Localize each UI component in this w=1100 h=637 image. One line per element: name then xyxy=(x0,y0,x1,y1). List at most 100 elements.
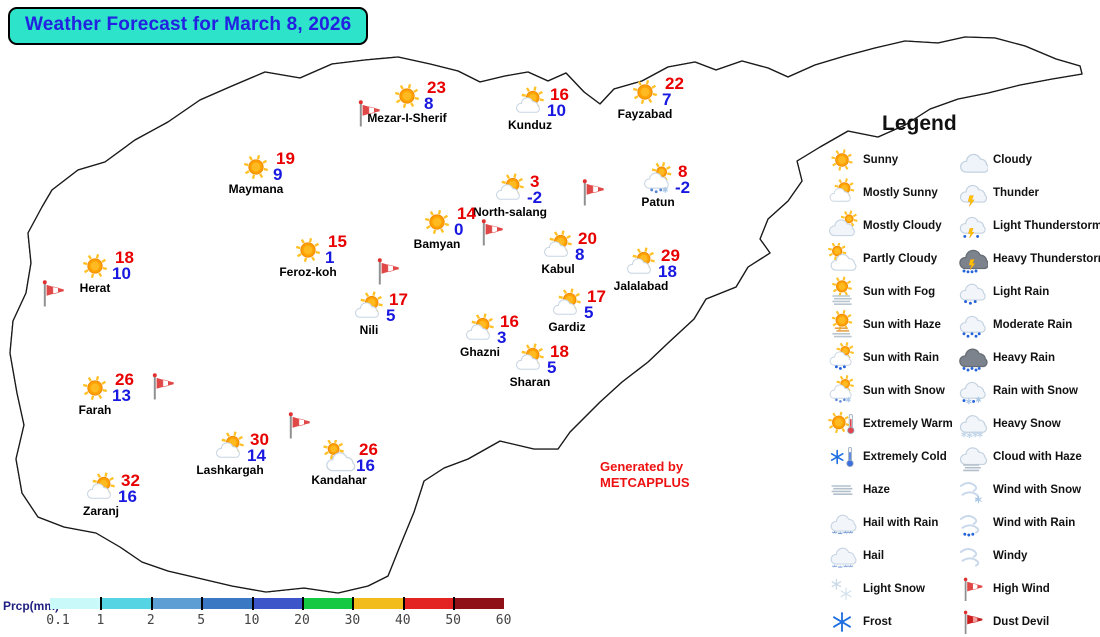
high-temp: 29 xyxy=(661,246,680,265)
dust-devil-icon xyxy=(956,606,988,637)
legend-item-label: Thunder xyxy=(993,186,1039,199)
city-name: Feroz-koh xyxy=(279,265,337,279)
low-temp: 13 xyxy=(112,386,131,405)
colorbar-tick xyxy=(251,597,254,610)
high-temp: 22 xyxy=(665,74,684,93)
city-name: Bamyan xyxy=(413,237,461,251)
legend-grid: Sunny Cloudy Mostly Sunny Thunder Mostly Clo… xyxy=(826,143,1100,637)
extremely-cold-icon xyxy=(826,441,858,473)
high-temp: 20 xyxy=(578,229,597,248)
low-temp: 5 xyxy=(386,306,396,325)
city-name: Farah xyxy=(78,403,112,417)
colorbar-tick-label: 1 xyxy=(96,613,105,628)
precipitation-colorbar: Prcp(mm) 0.1 1 2 5 10 20 30 40 50 60 xyxy=(0,594,540,636)
low-temp: 18 xyxy=(658,262,677,281)
high-temp: 26 xyxy=(359,440,378,459)
low-temp: 1 xyxy=(325,248,335,267)
high-temp: 8 xyxy=(678,162,688,181)
city-name: Patun xyxy=(641,195,675,209)
high-temp: 32 xyxy=(121,471,140,490)
high-temp: 30 xyxy=(250,430,269,449)
colorbar-tick xyxy=(150,597,153,610)
mostly-sunny-icon xyxy=(623,246,659,282)
colorbar-tick-label: 40 xyxy=(394,613,411,628)
sunny-icon xyxy=(627,74,663,110)
high-temp: 14 xyxy=(457,204,476,223)
legend-item-label: Windy xyxy=(993,549,1028,562)
mostly-cloudy-icon xyxy=(826,209,858,242)
city-name: North-salang xyxy=(472,205,547,219)
legend-item-label: Mostly Sunny xyxy=(863,186,938,199)
page-title: Weather Forecast for March 8, 2026 xyxy=(8,7,369,45)
sun-snow-icon xyxy=(826,374,858,407)
mostly-sunny-icon xyxy=(492,172,528,208)
city-name: Zaranj xyxy=(82,504,119,518)
legend-item-label: Light Snow xyxy=(863,582,925,595)
credit-text: Generated by METCAPPLUS xyxy=(600,459,690,491)
colorbar-segment xyxy=(50,598,101,609)
low-temp: 14 xyxy=(247,446,266,465)
high-temp: 23 xyxy=(427,78,446,97)
colorbar-segment xyxy=(453,598,504,609)
frost-icon xyxy=(826,606,858,637)
wind-rain-icon xyxy=(956,507,988,539)
legend-item-label: Heavy Rain xyxy=(993,351,1056,364)
colorbar-tick-label: 10 xyxy=(243,613,260,628)
haze-icon xyxy=(826,474,858,506)
colorbar-segment xyxy=(100,598,151,609)
sun-rain-icon xyxy=(826,341,858,374)
colorbar-tick xyxy=(402,597,405,610)
city-name: Jalalabad xyxy=(613,279,669,293)
heavy-thunderstorm-icon xyxy=(956,243,988,275)
thunder-icon xyxy=(956,177,988,209)
sunny-icon xyxy=(238,149,274,185)
heavy-rain-icon xyxy=(956,342,988,374)
colorbar-tick xyxy=(302,597,304,610)
windy-icon xyxy=(956,540,988,572)
colorbar-tick-label: 20 xyxy=(294,613,310,628)
low-temp: -2 xyxy=(675,178,691,197)
colorbar-tick xyxy=(352,597,355,610)
sunny-icon xyxy=(77,248,113,284)
high-wind-icon xyxy=(350,95,386,131)
low-temp: 10 xyxy=(112,264,131,283)
moderate-rain-icon xyxy=(956,309,988,341)
legend-item-label: Sun with Rain xyxy=(863,351,940,364)
colorbar-segment xyxy=(352,598,403,609)
low-temp: 9 xyxy=(273,165,283,184)
low-temp: 5 xyxy=(584,303,594,322)
high-temp: 26 xyxy=(115,370,134,389)
colorbar-tick-label: 30 xyxy=(344,613,361,628)
colorbar-segment xyxy=(301,598,353,609)
colorbar-segment xyxy=(201,598,252,609)
high-wind-icon xyxy=(473,214,509,250)
colorbar-scale xyxy=(50,598,504,609)
city-name: Nili xyxy=(359,323,379,337)
mostly-sunny-icon xyxy=(212,430,248,466)
mostly-sunny-icon xyxy=(540,229,576,265)
sun-fog-icon xyxy=(826,275,858,308)
legend-item-label: Extremely Warm xyxy=(863,417,953,430)
low-temp: 0 xyxy=(454,220,464,239)
high-temp: 18 xyxy=(115,248,134,267)
sunny-icon xyxy=(389,78,425,114)
colorbar-tick xyxy=(453,597,456,610)
credit-line-1: Generated by xyxy=(600,459,684,474)
sunny-icon xyxy=(77,370,113,406)
low-temp: -2 xyxy=(527,188,543,207)
high-wind-icon xyxy=(574,174,610,210)
legend-item-label: Hail xyxy=(863,549,885,562)
legend-item-label: Hail with Rain xyxy=(863,516,939,529)
legend: Legend Sunny Cloudy Mostly Sunny Thunder Mos… xyxy=(826,112,1100,637)
legend-item-label: Frost xyxy=(863,615,892,628)
low-temp: 3 xyxy=(497,328,507,347)
legend-item-label: Heavy Thunderstorm xyxy=(993,252,1100,265)
rain-snow-icon xyxy=(956,375,988,407)
low-temp: 16 xyxy=(356,456,375,475)
high-wind-icon xyxy=(956,573,988,605)
high-wind-icon xyxy=(280,407,316,443)
low-temp: 8 xyxy=(424,94,434,113)
legend-item-label: Wind with Rain xyxy=(993,516,1076,529)
mostly-sunny-icon xyxy=(512,342,548,378)
